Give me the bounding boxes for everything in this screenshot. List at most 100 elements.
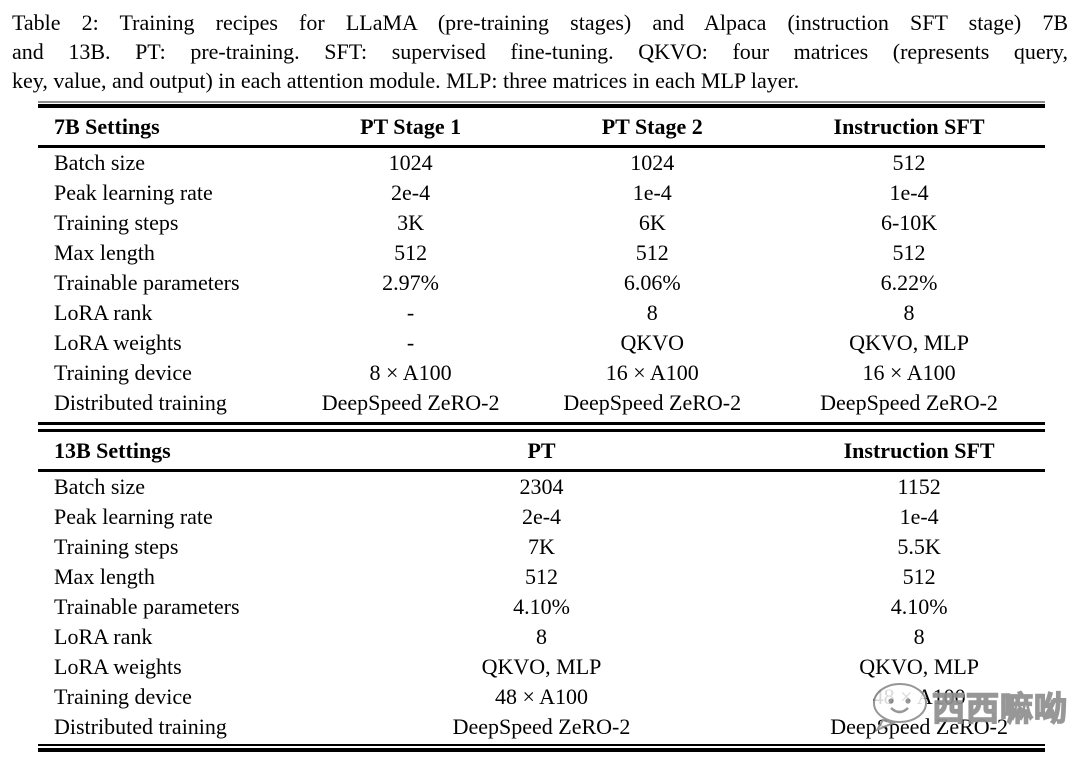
- table-cell: 4.10%: [513, 594, 570, 619]
- column-header: Instruction SFT: [773, 108, 1045, 148]
- column-header: PT: [289, 432, 794, 472]
- table-cell: QKVO: [620, 330, 685, 355]
- table-row: Batch size 1024 1024 512: [38, 147, 1045, 179]
- column-header: PT Stage 1: [289, 108, 532, 148]
- table-cell: 2e-4: [391, 180, 431, 205]
- table-cell: DeepSpeed ZeRO-2: [563, 390, 742, 415]
- caption-line-3: key, value, and output) in each attentio…: [12, 68, 800, 93]
- table-row: Trainable parameters 2.97% 6.06% 6.22%: [38, 268, 1045, 298]
- table-cell: 512: [892, 240, 926, 265]
- table-row: Distributed training DeepSpeed ZeRO-2 De…: [38, 388, 1045, 418]
- caption-line-2: and 13B. PT: pre-training. SFT: supervis…: [12, 39, 1068, 64]
- column-header: PT Stage 2: [531, 108, 774, 148]
- row-label: Distributed training: [54, 390, 227, 415]
- table-cell: 16 × A100: [605, 360, 699, 385]
- table-cell: 6.06%: [623, 270, 681, 295]
- table-cell: DeepSpeed ZeRO-2: [820, 390, 998, 415]
- table-cell: 5.5K: [897, 534, 941, 559]
- table-cell: 48 × A100: [872, 684, 966, 709]
- row-label: Peak learning rate: [54, 180, 213, 205]
- table-row: Batch size 2304 1152: [38, 471, 1045, 503]
- table-7b-settings: 7B Settings PT Stage 1 PT Stage 2 Instru…: [38, 108, 1045, 418]
- row-label: Training steps: [54, 210, 179, 235]
- table-row: Trainable parameters 4.10% 4.10%: [38, 592, 1045, 622]
- table-cell: DeepSpeed ZeRO-2: [452, 714, 631, 739]
- table-cell: 7K: [528, 534, 555, 559]
- table-cell: QKVO, MLP: [849, 330, 969, 355]
- top-rule: [38, 101, 1045, 108]
- row-label: LoRA rank: [54, 624, 153, 649]
- table-row: LoRA weights - QKVO QKVO, MLP: [38, 328, 1045, 358]
- table-row: LoRA rank - 8 8: [38, 298, 1045, 328]
- row-label: Trainable parameters: [54, 594, 240, 619]
- table-cell: 1152: [897, 474, 941, 499]
- table-header-row: 7B Settings PT Stage 1 PT Stage 2 Instru…: [38, 108, 1045, 148]
- table-row: Peak learning rate 2e-4 1e-4: [38, 502, 1045, 532]
- table-cell: 512: [525, 564, 558, 589]
- row-label: Max length: [54, 240, 155, 265]
- table-row: Max length 512 512 512: [38, 238, 1045, 268]
- row-label: Distributed training: [54, 714, 227, 739]
- table-row: Max length 512 512: [38, 562, 1045, 592]
- table-cell: QKVO, MLP: [481, 654, 602, 679]
- column-header: 13B Settings: [38, 432, 290, 472]
- table-row: LoRA weights QKVO, MLP QKVO, MLP: [38, 652, 1045, 682]
- table-cell: 8: [913, 624, 925, 649]
- row-label: Training device: [54, 684, 192, 709]
- table-cell: DeepSpeed ZeRO-2: [321, 390, 500, 415]
- row-label: Trainable parameters: [54, 270, 240, 295]
- table-cell: 1e-4: [632, 180, 672, 205]
- table-caption: Table 2: Training recipes for LLaMA (pre…: [12, 8, 1068, 95]
- row-label: Peak learning rate: [54, 504, 213, 529]
- table-cell: 8: [536, 624, 547, 649]
- table-row: LoRA rank 8 8: [38, 622, 1045, 652]
- table-row: Peak learning rate 2e-4 1e-4 1e-4: [38, 178, 1045, 208]
- training-recipes-table: 7B Settings PT Stage 1 PT Stage 2 Instru…: [38, 101, 1045, 752]
- bottom-rule: [38, 744, 1045, 752]
- table-cell: 512: [635, 240, 669, 265]
- table-cell: 1e-4: [889, 180, 929, 205]
- table-cell: 2304: [519, 474, 564, 499]
- table-cell: -: [406, 330, 415, 355]
- table-cell: 6-10K: [880, 210, 938, 235]
- table-cell: 8 × A100: [369, 360, 452, 385]
- table-cell: 8: [903, 300, 915, 325]
- table-header-row: 13B Settings PT Instruction SFT: [38, 432, 1045, 472]
- table-row: Training device 8 × A100 16 × A100 16 × …: [38, 358, 1045, 388]
- table-row: Training steps 3K 6K 6-10K: [38, 208, 1045, 238]
- table-cell: 1024: [630, 150, 675, 175]
- table-cell: 4.10%: [890, 594, 948, 619]
- table-cell: QKVO, MLP: [859, 654, 980, 679]
- row-label: LoRA weights: [54, 654, 182, 679]
- table-cell: 512: [892, 150, 926, 175]
- table-cell: 2e-4: [521, 504, 562, 529]
- row-label: Batch size: [54, 150, 146, 175]
- row-label: LoRA weights: [54, 330, 182, 355]
- table-cell: 3K: [397, 210, 425, 235]
- table-row: Training steps 7K 5.5K: [38, 532, 1045, 562]
- row-label: Training steps: [54, 534, 179, 559]
- table-row: Training device 48 × A100 48 × A100: [38, 682, 1045, 712]
- table-13b-settings: 13B Settings PT Instruction SFT Batch si…: [38, 432, 1045, 742]
- table-cell: 6K: [638, 210, 666, 235]
- section-divider-rule: [38, 422, 1045, 432]
- table-row: Distributed training DeepSpeed ZeRO-2 De…: [38, 712, 1045, 742]
- table-cell: DeepSpeed ZeRO-2: [830, 714, 1009, 739]
- row-label: LoRA rank: [54, 300, 153, 325]
- table-cell: 16 × A100: [862, 360, 956, 385]
- table-cell: 8: [646, 300, 658, 325]
- row-label: Batch size: [54, 474, 146, 499]
- table-cell: 1024: [388, 150, 433, 175]
- row-label: Training device: [54, 360, 192, 385]
- table-cell: -: [406, 300, 415, 325]
- row-label: Max length: [54, 564, 155, 589]
- table-cell: 512: [902, 564, 936, 589]
- caption-line-1: Table 2: Training recipes for LLaMA (pre…: [12, 10, 1068, 35]
- table-cell: 48 × A100: [494, 684, 589, 709]
- column-header: 7B Settings: [38, 108, 290, 148]
- table-cell: 512: [394, 240, 428, 265]
- table-cell: 2.97%: [382, 270, 439, 295]
- table-cell: 6.22%: [880, 270, 938, 295]
- table-cell: 1e-4: [899, 504, 939, 529]
- column-header: Instruction SFT: [793, 432, 1045, 472]
